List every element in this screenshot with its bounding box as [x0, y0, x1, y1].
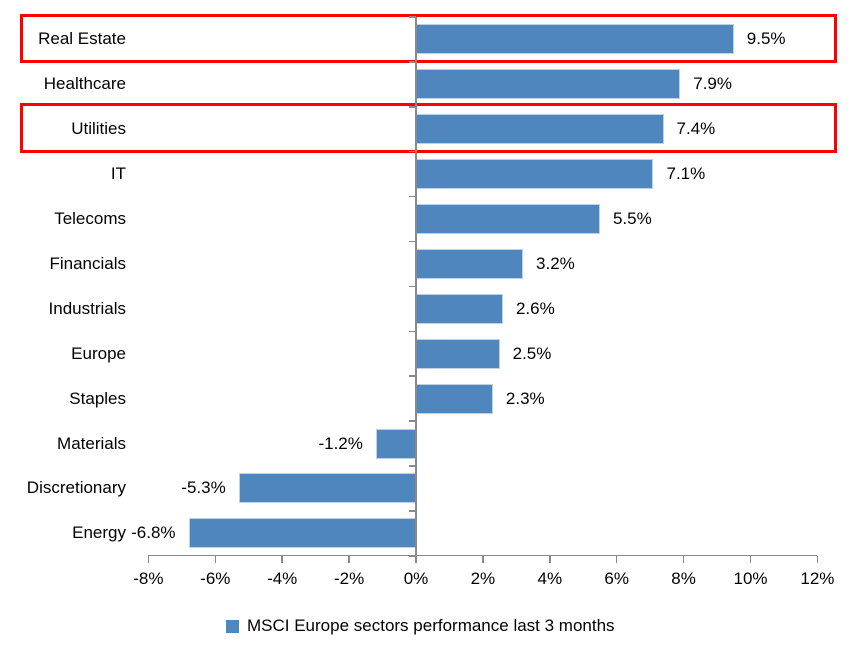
data-label: -6.8% [131, 523, 176, 543]
category-label: Staples [69, 388, 126, 408]
category-tick-mark [409, 61, 416, 63]
category-tick-mark [409, 330, 416, 333]
bar [375, 428, 416, 459]
x-tick-mark [482, 556, 484, 563]
bar [416, 248, 524, 279]
category-axis-line [415, 17, 417, 556]
data-label: 7.4% [676, 119, 716, 139]
legend: MSCI Europe sectors performance last 3 m… [226, 615, 615, 637]
category-label: Utilities [71, 119, 126, 139]
category-tick-mark [409, 106, 416, 108]
x-tick-label: 6% [604, 569, 629, 588]
bar [416, 293, 503, 324]
bar [416, 338, 500, 369]
x-tick-mark [549, 556, 551, 563]
category-tick-mark [409, 240, 416, 243]
data-label: -5.3% [181, 478, 226, 498]
x-tick-mark [415, 556, 417, 563]
category-label: Financials [49, 253, 126, 273]
bar [416, 383, 493, 414]
x-tick-label: 8% [671, 569, 696, 588]
bar [416, 69, 681, 100]
x-tick-mark [281, 556, 283, 563]
data-label: 2.5% [512, 343, 552, 363]
data-label: 3.2% [536, 253, 575, 273]
category-tick-mark [409, 16, 416, 18]
x-tick-mark [682, 556, 685, 563]
category-label: Discretionary [26, 478, 126, 498]
category-tick-mark [409, 510, 416, 512]
x-tick-label: -8% [133, 569, 164, 588]
x-tick-label: 12% [800, 569, 835, 588]
category-label: Energy [72, 523, 126, 543]
x-tick-label: 4% [537, 569, 563, 588]
data-label: 2.6% [515, 298, 555, 318]
data-label: 7.1% [666, 164, 706, 184]
data-label: 5.5% [612, 209, 652, 229]
category-tick-mark [409, 150, 416, 153]
bar [238, 473, 416, 504]
data-label: 2.3% [505, 388, 545, 408]
category-tick-mark [409, 285, 416, 288]
category-label: Real Estate [38, 29, 126, 49]
x-tick-label: 10% [733, 569, 768, 588]
legend-label: MSCI Europe sectors performance last 3 m… [247, 616, 615, 635]
category-label: IT [110, 164, 126, 184]
x-tick-label: -2% [333, 569, 365, 588]
category-label: Materials [57, 433, 126, 453]
highlight-box [20, 13, 837, 63]
bar [416, 24, 734, 55]
x-tick-label: -6% [200, 569, 231, 588]
data-label: 9.5% [746, 29, 786, 49]
x-tick-mark [214, 556, 217, 563]
bar [416, 204, 600, 235]
category-label: Telecoms [54, 209, 126, 229]
x-tick-label: 2% [470, 569, 496, 588]
category-tick-mark [409, 375, 416, 377]
bar [416, 159, 654, 190]
category-label: Europe [71, 343, 126, 363]
category-label: Industrials [48, 298, 126, 318]
bar [188, 518, 416, 549]
x-tick-mark [348, 556, 350, 563]
legend-swatch-icon [226, 619, 239, 633]
category-label: Healthcare [43, 74, 126, 94]
data-label: 7.9% [693, 74, 732, 94]
x-tick-mark [615, 556, 618, 563]
bar [416, 114, 664, 145]
category-tick-mark [409, 195, 416, 198]
category-tick-mark [409, 420, 416, 422]
data-label: -1.2% [318, 433, 363, 453]
value-axis-line [148, 554, 818, 556]
x-tick-mark [816, 556, 819, 563]
highlight-box [20, 103, 837, 153]
x-tick-mark [147, 556, 150, 563]
x-tick-label: -4% [267, 569, 298, 588]
category-tick-mark [409, 465, 416, 467]
x-tick-label: 0% [403, 569, 429, 588]
x-tick-mark [749, 556, 752, 563]
